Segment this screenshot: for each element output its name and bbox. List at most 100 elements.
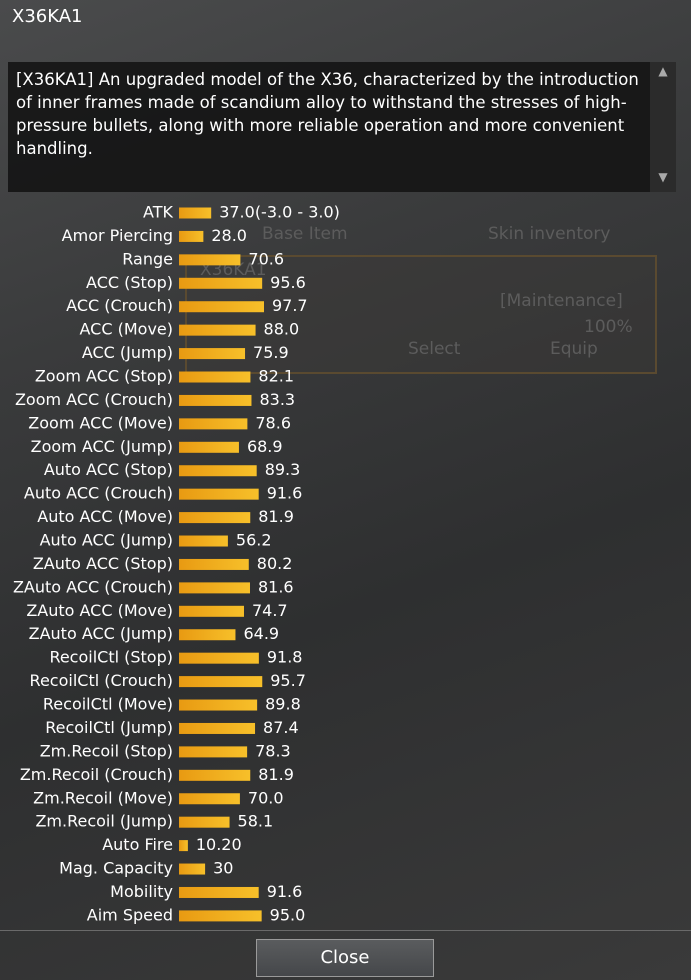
stat-bar: [179, 371, 251, 383]
bg-tab: Skin inventory: [488, 224, 611, 244]
stat-value: 80.2: [257, 554, 293, 573]
stat-bar: [179, 886, 259, 898]
stat-value: 82.1: [258, 367, 294, 386]
stat-value: 37.0(-3.0 - 3.0): [219, 203, 340, 222]
stat-value: 70.6: [248, 249, 284, 268]
description-box: [X36KA1] An upgraded model of the X36, c…: [8, 62, 676, 192]
stat-value: 83.3: [259, 390, 295, 409]
stat-bar: [179, 910, 262, 922]
stat-name: ACC (Jump): [82, 343, 173, 362]
stat-name: RecoilCtl (Crouch): [30, 671, 173, 690]
stat-name: Zm.Recoil (Crouch): [20, 765, 173, 784]
bg-button: Select: [408, 339, 461, 359]
bg-status: [Maintenance]: [500, 291, 623, 311]
stat-bar: [179, 722, 256, 734]
stat-name: Zm.Recoil (Stop): [40, 741, 173, 760]
stat-bar: [179, 793, 240, 805]
stat-value: 64.9: [243, 624, 279, 643]
stat-value: 91.8: [267, 648, 303, 667]
stat-name: ZAuto ACC (Jump): [29, 624, 173, 643]
stat-value: 87.4: [263, 718, 299, 737]
stat-name: ZAuto ACC (Stop): [33, 554, 173, 573]
stat-bar: [179, 699, 258, 711]
background-panel: [185, 255, 657, 374]
stat-name: Amor Piercing: [62, 226, 173, 245]
stat-value: 28.0: [211, 226, 247, 245]
stat-name: Auto ACC (Jump): [40, 531, 173, 550]
stat-value: 97.7: [272, 296, 308, 315]
title: X36KA1: [12, 6, 83, 27]
stat-name: RecoilCtl (Move): [43, 695, 173, 714]
stat-value: 78.6: [255, 413, 291, 432]
stat-name: ACC (Stop): [86, 273, 173, 292]
scrollbar[interactable]: ▲ ▼: [650, 62, 676, 192]
stat-bar: [179, 629, 236, 641]
stat-value: 88.0: [264, 320, 300, 339]
stat-value: 81.6: [258, 577, 294, 596]
stat-name: Zoom ACC (Crouch): [15, 390, 173, 409]
stat-value: 58.1: [238, 812, 274, 831]
stat-bar: [179, 558, 249, 570]
stat-name: Zm.Recoil (Move): [33, 788, 173, 807]
stat-bar: [179, 535, 228, 547]
stat-value: 81.9: [258, 507, 294, 526]
stat-bar: [179, 465, 257, 477]
stat-name: Mobility: [110, 882, 173, 901]
stat-bar: [179, 301, 264, 313]
stat-value: 10.20: [196, 835, 242, 854]
stat-value: 81.9: [258, 765, 294, 784]
stat-bar: [179, 230, 204, 242]
stat-value: 56.2: [236, 531, 272, 550]
stat-name: Auto Fire: [102, 835, 173, 854]
stat-name: Auto ACC (Move): [37, 507, 173, 526]
stat-bar: [179, 394, 252, 406]
close-button[interactable]: Close: [256, 939, 434, 977]
stat-bar: [179, 652, 259, 664]
description: [X36KA1] An upgraded model of the X36, c…: [16, 70, 639, 158]
stat-name: Aim Speed: [87, 905, 173, 924]
stat-bar: [179, 582, 250, 594]
stat-bar: [179, 277, 263, 289]
stat-bar: [179, 488, 259, 500]
stat-name: Zoom ACC (Move): [28, 413, 173, 432]
stat-bar: [179, 676, 263, 688]
stat-value: 30: [213, 859, 233, 878]
stat-bar: [179, 254, 241, 266]
stat-name: ATK: [143, 203, 173, 222]
stat-name: Auto ACC (Crouch): [24, 484, 173, 503]
stat-name: ACC (Move): [80, 320, 173, 339]
stat-value: 95.0: [270, 905, 306, 924]
stat-name: RecoilCtl (Stop): [49, 648, 173, 667]
stat-value: 91.6: [267, 484, 303, 503]
stat-bar: [179, 816, 230, 828]
stat-name: RecoilCtl (Jump): [45, 718, 173, 737]
bg-button: Equip: [550, 339, 598, 359]
stat-bar: [179, 746, 248, 758]
stat-name: ZAuto ACC (Crouch): [13, 577, 173, 596]
stat-bar: [179, 418, 248, 430]
stat-name: Zm.Recoil (Jump): [35, 812, 173, 831]
stat-name: Range: [122, 249, 173, 268]
stat-bar: [179, 207, 212, 219]
stat-bar: [179, 348, 246, 360]
stat-name: Mag. Capacity: [59, 859, 173, 878]
stat-bar: [179, 512, 251, 524]
stats-list: ATK 37.0(-3.0 - 3.0) Amor Piercing 28.0 Rang…: [13, 203, 340, 925]
stat-name: ZAuto ACC (Move): [26, 601, 173, 620]
stat-name: Zoom ACC (Jump): [31, 437, 173, 456]
stat-bar: [179, 840, 188, 852]
stat-value: 89.3: [265, 460, 301, 479]
stat-name: Auto ACC (Stop): [44, 460, 173, 479]
stat-bar: [179, 863, 206, 875]
stat-bar: [179, 605, 244, 617]
stat-value: 91.6: [267, 882, 303, 901]
stat-bar: [179, 441, 239, 453]
stat-value: 68.9: [247, 437, 283, 456]
bg-durability: 100%: [584, 317, 633, 337]
stat-value: 75.9: [253, 343, 289, 362]
stat-name: Zoom ACC (Stop): [35, 367, 173, 386]
stat-bar: [179, 324, 256, 336]
separator: [0, 930, 691, 931]
stat-value: 74.7: [252, 601, 288, 620]
